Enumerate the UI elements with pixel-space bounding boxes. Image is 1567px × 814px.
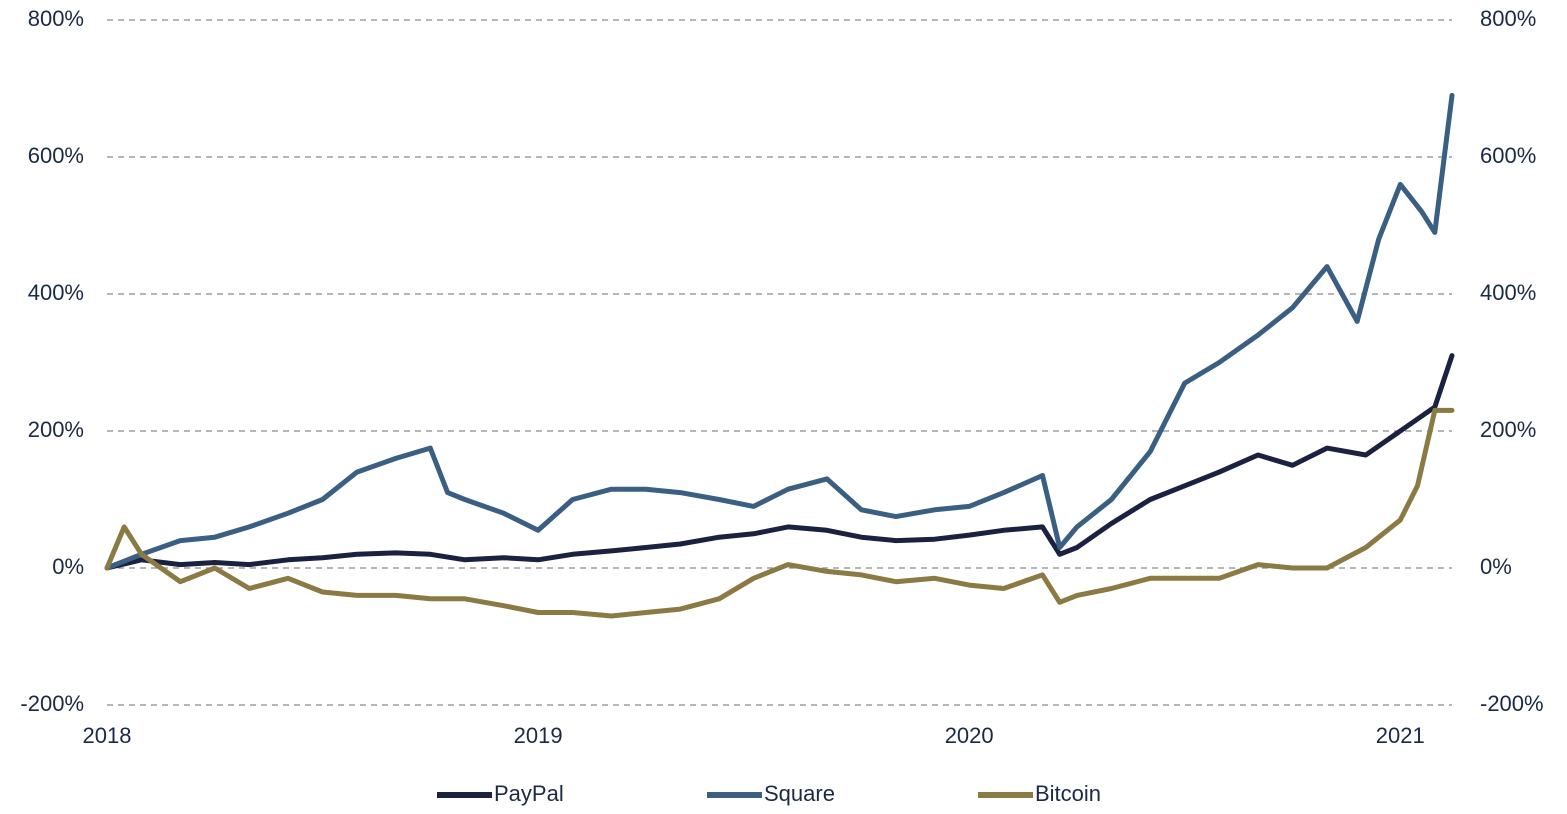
x-tick-label: 2018 xyxy=(83,723,132,748)
legend-label: PayPal xyxy=(494,781,564,806)
y2-tick-label: 800% xyxy=(1480,6,1536,31)
x-tick-label: 2019 xyxy=(514,723,563,748)
y-tick-label: 600% xyxy=(28,143,84,168)
y-tick-label: 0% xyxy=(52,554,84,579)
y-tick-label: 800% xyxy=(28,6,84,31)
y2-tick-label: 0% xyxy=(1480,554,1512,579)
series-line xyxy=(104,353,1455,571)
series-line xyxy=(104,92,1455,571)
y2-tick-label: 400% xyxy=(1480,280,1536,305)
y-tick-label: -200% xyxy=(20,691,84,716)
x-tick-label: 2020 xyxy=(945,723,994,748)
y-tick-label: 200% xyxy=(28,417,84,442)
y-tick-label: 400% xyxy=(28,280,84,305)
x-tick-label: 2021 xyxy=(1376,723,1425,748)
y2-tick-label: -200% xyxy=(1480,691,1544,716)
legend-label: Bitcoin xyxy=(1035,781,1101,806)
series-line xyxy=(104,407,1455,619)
y2-tick-label: 200% xyxy=(1480,417,1536,442)
legend-label: Square xyxy=(764,781,835,806)
y2-tick-label: 600% xyxy=(1480,143,1536,168)
